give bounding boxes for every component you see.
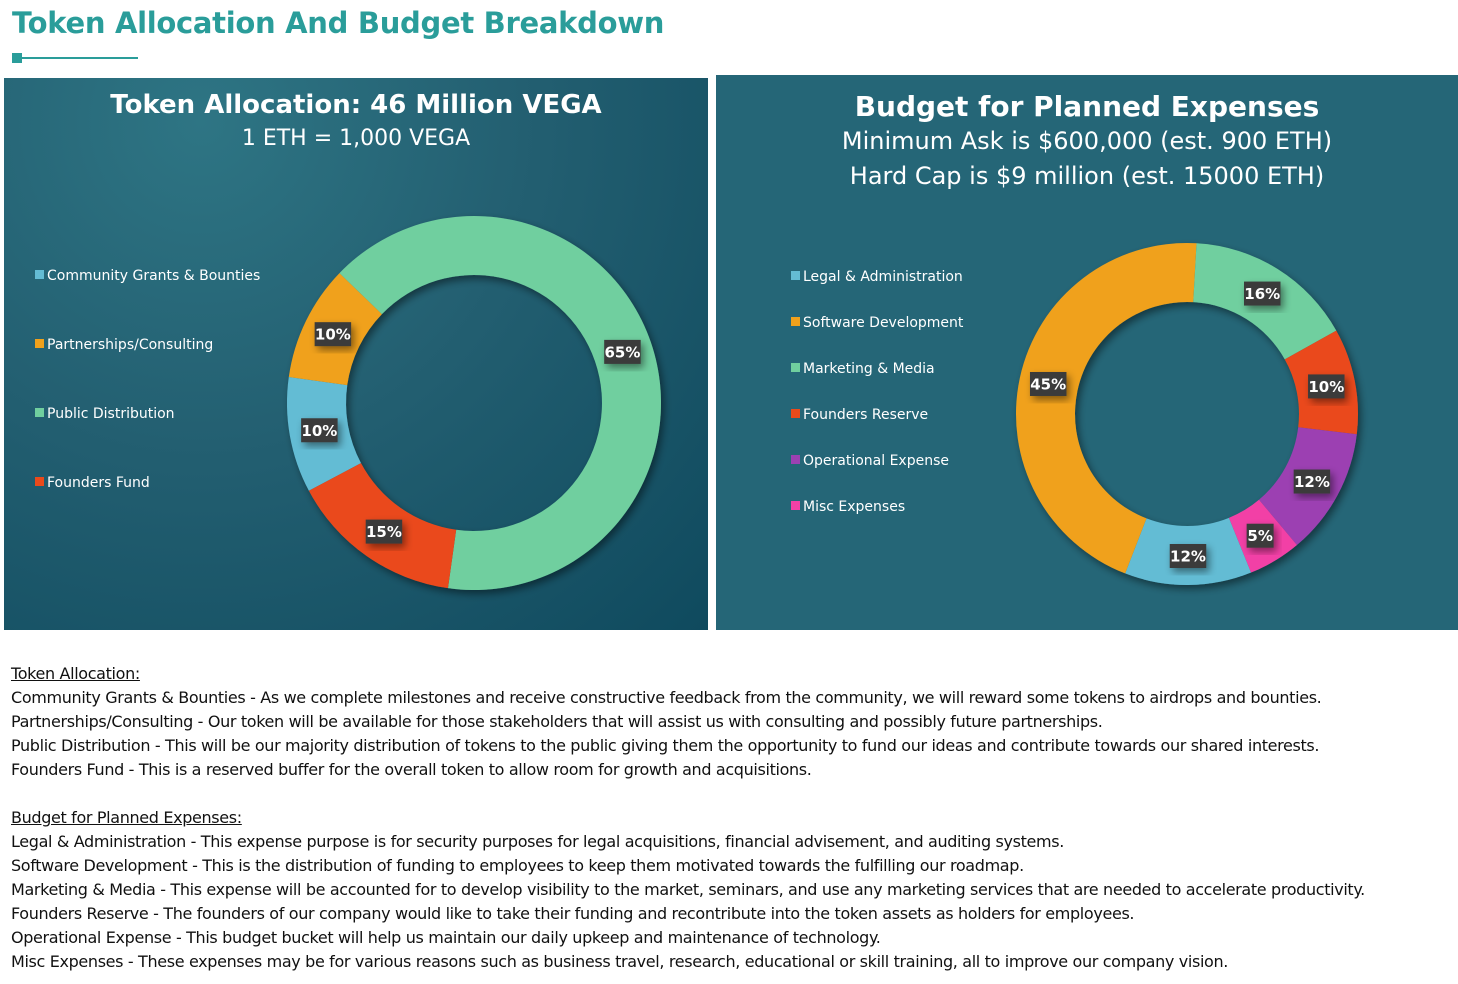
budget-description-line: Marketing & Media - This expense will be… (11, 880, 1365, 899)
budget-description-line: Misc Expenses - These expenses may be fo… (11, 952, 1229, 971)
token-allocation-donut: 10% 10% 65% 15% (287, 216, 661, 590)
legend-item-partnerships-consulting: Partnerships/Consulting (35, 337, 213, 353)
data-label-box (1169, 543, 1207, 568)
data-label-box (1243, 281, 1281, 306)
data-label-text: 10% (315, 326, 351, 344)
budget-description-line: Founders Reserve - The founders of our c… (11, 904, 1135, 923)
legend-item-community-grants-and-bounties: Community Grants & Bounties (35, 268, 260, 284)
data-label-text: 12% (1170, 547, 1206, 565)
budget-panel: Budget for Planned Expenses Minimum Ask … (716, 75, 1458, 630)
data-label-text: 65% (604, 343, 640, 361)
legend-label: Partnerships/Consulting (47, 337, 214, 353)
data-label-box (1246, 523, 1274, 548)
data-label-founders-reserve: 10% (1308, 374, 1345, 399)
budget-heading: Budget for Planned Expenses: (11, 808, 242, 827)
legend-item-founders-fund: Founders Fund (35, 475, 150, 491)
legend-swatch (791, 455, 800, 464)
data-label-misc-expenses: 5% (1246, 523, 1274, 548)
section-spacer (11, 782, 1451, 806)
legend-label: Misc Expenses (803, 499, 906, 515)
page-title: Token Allocation And Budget Breakdown (12, 6, 665, 40)
legend-label: Software Development (803, 315, 964, 331)
budget-chart-title: Budget for Planned Expenses (854, 90, 1320, 123)
legend-swatch (35, 477, 44, 486)
data-label-box (1029, 371, 1067, 396)
legend-item-legal-and-administration: Legal & Administration (791, 269, 963, 285)
legend-swatch (791, 501, 800, 510)
token-description-line: Public Distribution - This will be our m… (11, 736, 1320, 755)
donut-segment-software-development (1015, 243, 1197, 574)
donut-segment-public-distribution (339, 216, 661, 590)
token-description-line: Community Grants & Bounties - As we comp… (11, 688, 1322, 707)
data-label-text: 10% (301, 422, 337, 440)
data-label-box (604, 339, 641, 364)
data-label-text: 12% (1294, 473, 1330, 491)
legend-item-operational-expense: Operational Expense (791, 453, 949, 469)
data-label-text: 10% (1308, 378, 1344, 396)
legend-label: Marketing & Media (803, 361, 935, 377)
legend-label: Legal & Administration (803, 269, 963, 285)
descriptions-section: Token Allocation: Community Grants & Bou… (11, 662, 1451, 974)
data-label-box (365, 519, 403, 544)
data-label-text: 15% (366, 523, 402, 541)
legend-swatch (35, 339, 44, 348)
legend-item-software-development: Software Development (791, 315, 963, 331)
legend-swatch (35, 408, 44, 417)
data-label-founders-fund: 15% (365, 519, 403, 544)
data-label-legal-and-administration: 12% (1169, 543, 1207, 568)
data-label-box (314, 322, 352, 347)
legend-item-misc-expenses: Misc Expenses (791, 499, 905, 515)
data-label-software-development: 45% (1029, 371, 1067, 396)
budget-chart-subtitle-minimum: Minimum Ask is $600,000 (est. 900 ETH) (841, 127, 1333, 155)
legend-swatch (791, 271, 800, 280)
token-chart-subtitle: 1 ETH = 1,000 VEGA (241, 126, 471, 151)
data-label-box (1293, 469, 1331, 494)
legend-swatch (791, 317, 800, 326)
budget-chart-subtitle-hardcap: Hard Cap is $9 million (est. 15000 ETH) (849, 162, 1325, 190)
token-description-line: Partnerships/Consulting - Our token will… (11, 712, 1103, 731)
token-allocation-panel: Token Allocation: 46 Million VEGA 1 ETH … (4, 78, 708, 630)
data-label-box (301, 418, 338, 443)
data-label-community-grants-and-bounties: 10% (301, 418, 338, 443)
token-allocation-heading: Token Allocation: (11, 664, 140, 683)
data-label-operational-expense: 12% (1293, 469, 1331, 494)
legend-label: Operational Expense (803, 453, 950, 469)
legend-item-founders-reserve: Founders Reserve (791, 407, 928, 423)
token-description-line: Founders Fund - This is a reserved buffe… (11, 760, 812, 779)
data-label-text: 5% (1247, 527, 1272, 545)
legend-swatch (791, 363, 800, 372)
budget-description-line: Software Development - This is the distr… (11, 856, 1024, 875)
legend-swatch (35, 270, 44, 279)
legend-label: Founders Reserve (803, 407, 929, 423)
data-label-text: 45% (1030, 375, 1066, 393)
legend-label: Public Distribution (47, 406, 175, 422)
budget-description-line: Legal & Administration - This expense pu… (11, 832, 1064, 851)
budget-donut: 12% 45% 16% 10% 12% 5% (1015, 243, 1358, 585)
legend-label: Founders Fund (47, 475, 150, 491)
title-underline-square (12, 53, 22, 63)
legend-swatch (791, 409, 800, 418)
data-label-public-distribution: 65% (604, 339, 641, 364)
budget-description-line: Operational Expense - This budget bucket… (11, 928, 881, 947)
data-label-partnerships-consulting: 10% (314, 322, 352, 347)
legend-label: Community Grants & Bounties (47, 268, 261, 284)
legend-item-marketing-and-media: Marketing & Media (791, 361, 935, 377)
data-label-box (1308, 374, 1345, 399)
data-label-marketing-and-media: 16% (1243, 281, 1281, 306)
token-chart-title: Token Allocation: 46 Million VEGA (110, 90, 602, 120)
title-underline-line (22, 57, 138, 59)
data-label-text: 16% (1244, 285, 1280, 303)
title-underline (12, 53, 138, 63)
legend-item-public-distribution: Public Distribution (35, 406, 175, 422)
